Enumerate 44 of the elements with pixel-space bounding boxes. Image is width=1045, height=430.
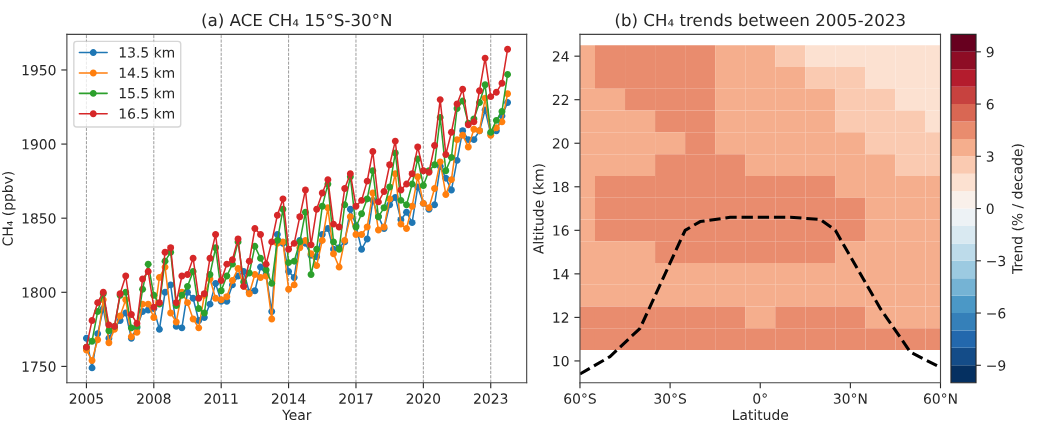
y-tick-label: 24 [552, 51, 569, 62]
x-tick-label: 60°N [923, 393, 957, 404]
x-tick-label: 2011 [204, 393, 238, 404]
color-bar-label: 3 [986, 151, 994, 162]
y-tick-label: 1950 [22, 64, 56, 76]
y-tick-label: 1900 [22, 139, 56, 150]
legend-label: 15.5 km [119, 87, 174, 99]
legend-label: 16.5 km [119, 108, 174, 119]
y-tick-label: 22 [552, 94, 569, 105]
x-tick-label: 0° [753, 393, 767, 404]
x-tick-label: 2014 [271, 393, 306, 404]
x-tick-label: 2023 [474, 393, 508, 404]
y-tick-label: 14 [553, 269, 569, 280]
x-tick-label: 30°N [833, 393, 867, 404]
y-tick-label: 1750 [22, 361, 56, 372]
legend-label: 14.5 km [119, 67, 174, 79]
color-bar-label: 9 [986, 46, 994, 58]
color-bar-title: Trend (% / decade) [1011, 144, 1025, 274]
x-axis-title: Latitude [733, 409, 789, 421]
x-tick-label: 2017 [339, 393, 373, 404]
y-tick-label: 20 [552, 138, 569, 149]
y-tick-label: 12 [553, 312, 569, 323]
legend-label: 13.5 km [119, 46, 174, 58]
y-axis-title: Altitude (km) [532, 164, 546, 254]
x-tick-label: 2005 [69, 393, 103, 404]
color-bar-label: 6 [986, 99, 994, 110]
color-bar-label: 0 [986, 203, 994, 215]
y-axis-title: CH₄ (ppbv) [2, 171, 16, 246]
y-tick-label: 18 [553, 181, 569, 193]
line-series [579, 215, 941, 376]
y-tick-label: 1800 [22, 287, 56, 298]
chart-title: (b) CH₄ trends between 2005-2023 [615, 13, 905, 29]
x-axis-title: Year [282, 409, 312, 421]
chart-title: (a) ACE CH₄ 15°S-30°N [202, 13, 391, 29]
color-bar-label: −6 [987, 308, 1006, 319]
y-tick-label: 1850 [22, 213, 56, 224]
x-tick-label: 30°S [654, 393, 687, 404]
x-tick-label: 2008 [137, 393, 171, 404]
color-bar-label: −3 [987, 255, 1006, 267]
y-tick-label: 10 [553, 355, 569, 367]
color-bar-label: −9 [987, 360, 1006, 371]
x-tick-label: 2020 [406, 393, 441, 404]
y-tick-label: 16 [553, 225, 569, 236]
x-tick-label: 60°S [564, 393, 596, 404]
